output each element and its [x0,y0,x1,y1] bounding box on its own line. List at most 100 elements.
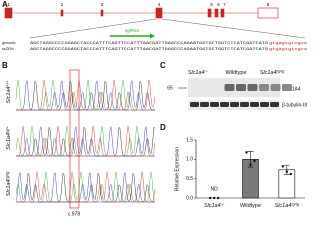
label: Slc1a4tg/tg [260,69,285,77]
panel-letter: D [160,123,166,132]
label-text: Wildtype [240,203,261,209]
trace [16,172,156,203]
label: Slc1a4-/- [188,69,209,77]
band [230,102,239,107]
band-label: β-tubulin-III [282,102,307,108]
exon [214,8,219,18]
label: Slc1a4tg/+ [5,126,13,150]
content: 1 2 3 4 5 6 7 8 genomic AGCTAGGCCCCGGAGCTACCCATTT… [2,2,308,217]
sequence-tail: gtgagtgtcgca [269,42,308,46]
label-text: Slc1a4 [6,86,12,103]
exon [60,9,64,17]
point [245,151,248,154]
band [247,84,258,91]
exon-number: 3 [101,2,104,7]
label-text: Slc1a4 [275,203,292,209]
band [224,84,235,91]
y-tick-label: 1.5 [186,137,193,143]
point [289,172,293,176]
trace [16,126,156,157]
point [212,196,216,200]
figure: A B C D sgRNA 1 2 3 4 5 6 7 8 genomic AGCTAGGCCCC… [2,0,308,217]
label: Slc1a4tg/tg [5,171,13,196]
y-axis-label: Relative Expression [174,147,180,191]
label-text: Slc1a4 [204,203,221,209]
sgrna-arrowhead [150,33,155,39]
y-tick-label: 0.0 [186,195,193,201]
panel-letter: B [2,61,8,70]
exon-number: 7 [223,2,226,7]
band [260,102,269,107]
sequence-tail: gtgagtgtcgca [269,48,308,52]
trace [16,80,155,111]
band [220,102,229,107]
band [190,102,199,107]
label-sup: tg/tg [277,69,286,74]
row-name: genomic [2,41,16,45]
exon [4,7,13,19]
band [259,84,269,91]
exon-number: 8 [267,2,270,7]
trace [15,125,155,157]
band [200,102,209,107]
panel-letter: A [2,0,8,9]
trace [15,172,155,203]
point [216,196,220,200]
label-sup: -/- [205,69,209,74]
band [282,84,292,91]
zoom-line [161,18,306,39]
label-text: Slc1a4 [6,179,12,196]
label-text: Wildtype [225,70,246,76]
exon [207,8,212,18]
label-sup: -/- [221,202,225,207]
exon [257,7,279,19]
band [250,102,259,107]
label-sup: tg/tg [5,171,10,180]
exon-number: 5 [210,2,213,7]
point [208,196,212,200]
point [249,163,252,166]
exon-number: 1 [7,2,10,7]
exon [155,7,163,19]
point [253,159,256,163]
band [236,84,246,91]
trace [15,79,155,111]
band [270,102,279,107]
exon-number: 4 [158,2,161,7]
label: Slc1a4+/+ [5,80,13,103]
band [240,102,249,107]
label-text: Slc1a4 [260,70,277,76]
label-sup: tg/+ [5,126,10,133]
label: Wildtype [240,203,261,209]
trace [16,126,156,157]
sequence: AGCTAGGCCCCGGAGCTACCCATTTCAGTTCCATTTAACG… [30,48,268,52]
position-label: c.978 [68,211,80,217]
band [210,102,219,107]
label: Wildtype [225,70,246,76]
sgrna-label: sgRNA [125,28,139,33]
label: Slc1a4-/- [204,202,225,210]
trace [16,80,155,111]
annotation: ND [211,186,219,192]
exon-number: 2 [61,2,64,7]
sequence: AGCTAGGCCCCGGAGCTACCCATTTCAGTTCCATTTAACG… [30,42,268,46]
label-sup: +/+ [5,80,10,86]
exon [100,9,104,17]
label-text: Slc1a4 [6,133,12,150]
point [281,165,285,168]
row-name: ssODN [2,47,14,51]
label-sup: tg/tg [291,202,300,207]
highlight-box [69,69,80,209]
y-tick-label: 0.5 [186,176,193,182]
trace [16,172,155,203]
label: Slc1a4tg/tg [275,202,300,210]
exon [220,8,225,18]
label-text: Slc1a4 [188,70,205,76]
zoom-line [29,18,157,39]
y-tick-label: 1.0 [186,157,193,163]
point [285,170,289,173]
band [270,84,281,91]
trace [16,80,156,111]
exon-number: 6 [217,2,220,7]
panel-letter: C [160,61,166,70]
